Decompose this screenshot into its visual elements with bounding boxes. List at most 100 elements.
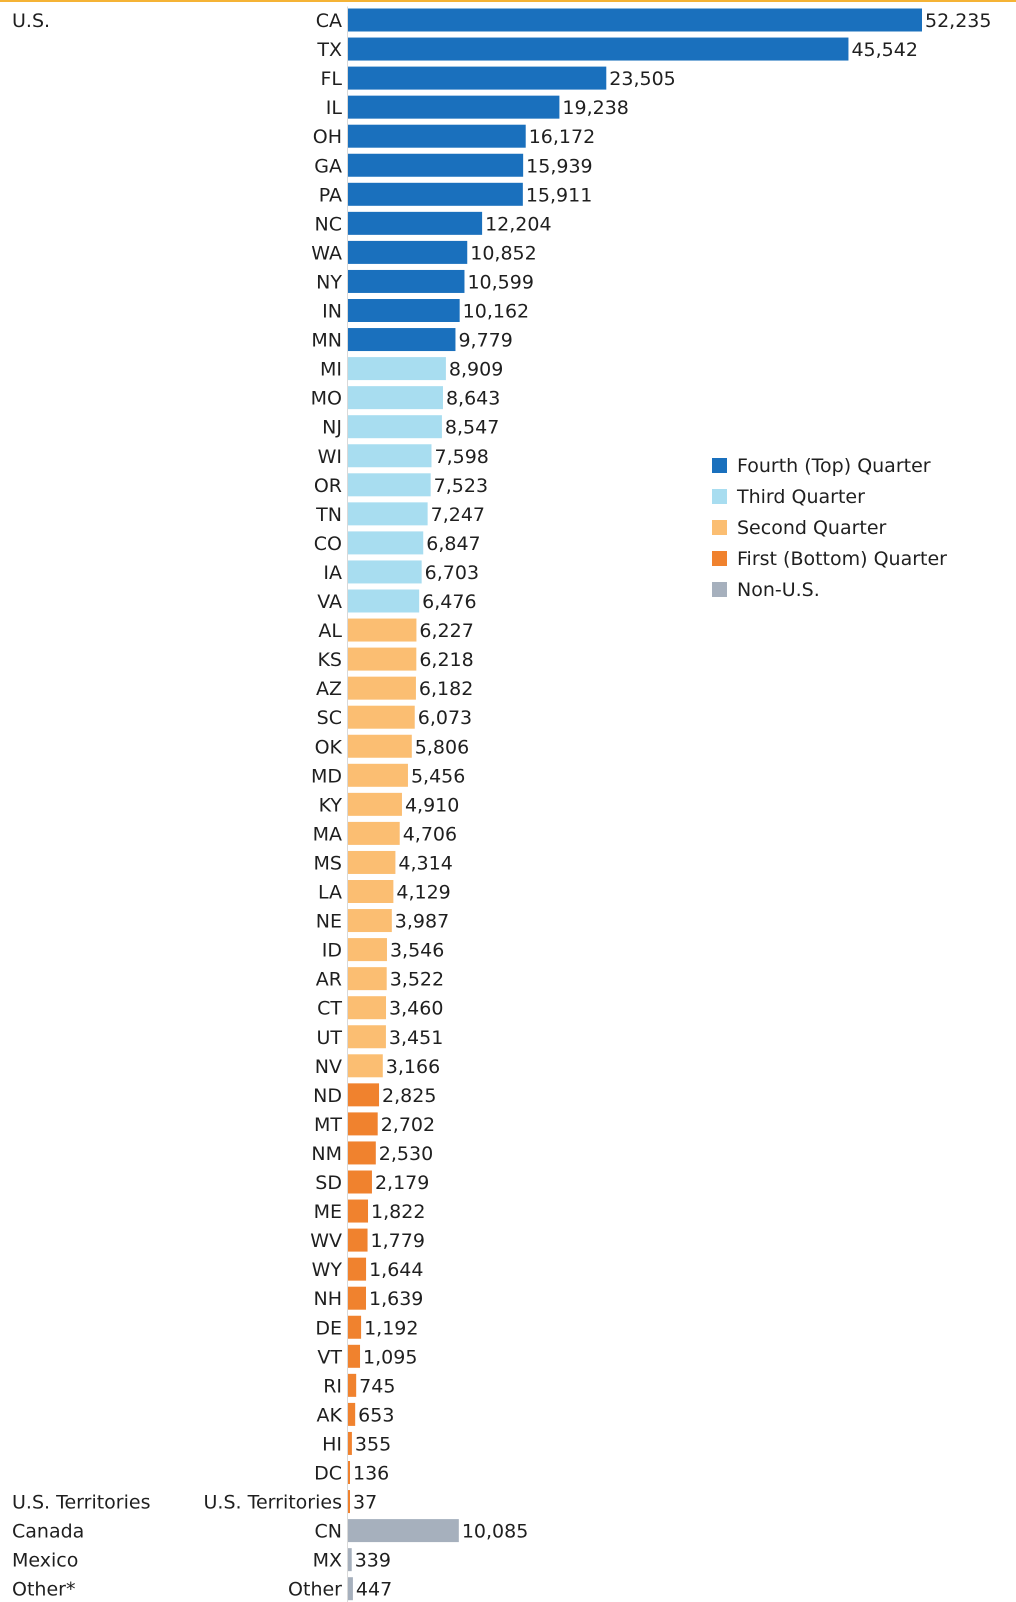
value-label-ks: 6,218 — [419, 649, 473, 671]
value-label-ri: 745 — [359, 1375, 395, 1397]
value-label-or: 7,523 — [434, 475, 488, 497]
bar-ga — [348, 154, 523, 177]
bar-id — [348, 938, 387, 961]
bar-mo — [348, 386, 443, 409]
row-label-md: MD — [311, 765, 342, 787]
row-label-cn: CN — [315, 1521, 342, 1543]
value-label-ca: 52,235 — [925, 10, 991, 32]
row-label-id: ID — [322, 940, 342, 962]
row-label-fl: FL — [320, 68, 342, 90]
value-label-mt: 2,702 — [381, 1114, 435, 1136]
row-label-mx: MX — [313, 1550, 342, 1572]
value-label-dc: 136 — [353, 1463, 389, 1485]
group-label-u-s-territories: U.S. Territories — [12, 1492, 150, 1514]
bar-dc — [348, 1461, 350, 1484]
bar-nj — [348, 415, 442, 438]
bar-ri — [348, 1374, 356, 1397]
value-label-cn: 10,085 — [462, 1521, 528, 1543]
value-label-ky: 4,910 — [405, 794, 459, 816]
row-label-in: IN — [322, 301, 342, 323]
row-label-oh: OH — [313, 126, 342, 148]
row-label-ks: KS — [317, 649, 342, 671]
bar-in — [348, 299, 460, 322]
value-label-mx: 339 — [355, 1550, 391, 1572]
legend-label-fourth: Fourth (Top) Quarter — [737, 455, 931, 477]
bar-hi — [348, 1432, 352, 1455]
row-label-ri: RI — [323, 1375, 342, 1397]
value-label-nj: 8,547 — [445, 417, 499, 439]
value-label-tx: 45,542 — [851, 39, 917, 61]
bar-ak — [348, 1403, 355, 1426]
bar-ok — [348, 735, 412, 758]
row-label-nh: NH — [314, 1288, 343, 1310]
value-label-id: 3,546 — [390, 940, 444, 962]
value-label-ga: 15,939 — [526, 155, 592, 177]
row-label-nv: NV — [315, 1056, 342, 1078]
value-label-ne: 3,987 — [395, 911, 449, 933]
bar-fl — [348, 67, 606, 90]
bar-sc — [348, 706, 415, 729]
row-label-mo: MO — [311, 388, 342, 410]
legend-label-nonus: Non-U.S. — [737, 579, 820, 601]
row-label-ak: AK — [317, 1404, 343, 1426]
row-label-other: Other — [288, 1579, 342, 1601]
value-label-ar: 3,522 — [390, 969, 444, 991]
row-label-nm: NM — [311, 1143, 342, 1165]
value-label-fl: 23,505 — [609, 68, 675, 90]
bar-sd — [348, 1171, 372, 1194]
row-label-nd: ND — [313, 1085, 342, 1107]
row-label-ok: OK — [315, 736, 343, 758]
value-label-md: 5,456 — [411, 765, 465, 787]
row-label-sd: SD — [315, 1172, 342, 1194]
bar-az — [348, 677, 416, 700]
value-label-mn: 9,779 — [458, 330, 512, 352]
legend-swatch-first — [712, 551, 727, 566]
bar-ky — [348, 793, 402, 816]
bar-oh — [348, 125, 526, 148]
bar-al — [348, 619, 416, 642]
value-label-ct: 3,460 — [389, 998, 443, 1020]
bar-mt — [348, 1112, 378, 1135]
row-label-mn: MN — [311, 330, 342, 352]
row-label-ca: CA — [316, 10, 342, 32]
bar-tx — [348, 38, 848, 61]
legend: Fourth (Top) Quarter Third Quarter Secon… — [712, 450, 947, 605]
row-label-va: VA — [317, 591, 342, 613]
row-label-u-s-territories: U.S. Territories — [204, 1492, 342, 1514]
bar-wi — [348, 444, 431, 467]
legend-swatch-fourth — [712, 458, 727, 473]
bar-ny — [348, 270, 464, 293]
value-label-sc: 6,073 — [418, 707, 472, 729]
value-label-wa: 10,852 — [470, 242, 536, 264]
bar-ia — [348, 560, 422, 583]
value-label-mi: 8,909 — [449, 359, 503, 381]
bar-nh — [348, 1287, 366, 1310]
row-label-il: IL — [326, 97, 343, 119]
bar-md — [348, 764, 408, 787]
row-label-vt: VT — [317, 1346, 342, 1368]
bar-wv — [348, 1229, 368, 1252]
legend-item-second: Second Quarter — [712, 512, 947, 543]
value-label-nh: 1,639 — [369, 1288, 423, 1310]
value-label-al: 6,227 — [419, 620, 473, 642]
row-label-tx: TX — [316, 39, 342, 61]
bar-ca — [348, 9, 922, 32]
row-label-nc: NC — [315, 213, 342, 235]
row-label-dc: DC — [314, 1463, 342, 1485]
value-label-wv: 1,779 — [371, 1230, 425, 1252]
value-label-ma: 4,706 — [403, 823, 457, 845]
bar-ut — [348, 1025, 386, 1048]
value-label-la: 4,129 — [396, 882, 450, 904]
group-label-canada: Canada — [12, 1521, 84, 1543]
row-label-tn: TN — [315, 504, 342, 526]
row-label-or: OR — [314, 475, 342, 497]
value-label-ia: 6,703 — [425, 562, 479, 584]
group-label-other: Other* — [12, 1579, 75, 1601]
row-label-wy: WY — [312, 1259, 343, 1281]
value-label-de: 1,192 — [364, 1317, 418, 1339]
bar-ar — [348, 967, 387, 990]
row-label-wa: WA — [311, 242, 342, 264]
legend-item-first: First (Bottom) Quarter — [712, 543, 947, 574]
row-label-ms: MS — [314, 852, 342, 874]
bar-de — [348, 1316, 361, 1339]
